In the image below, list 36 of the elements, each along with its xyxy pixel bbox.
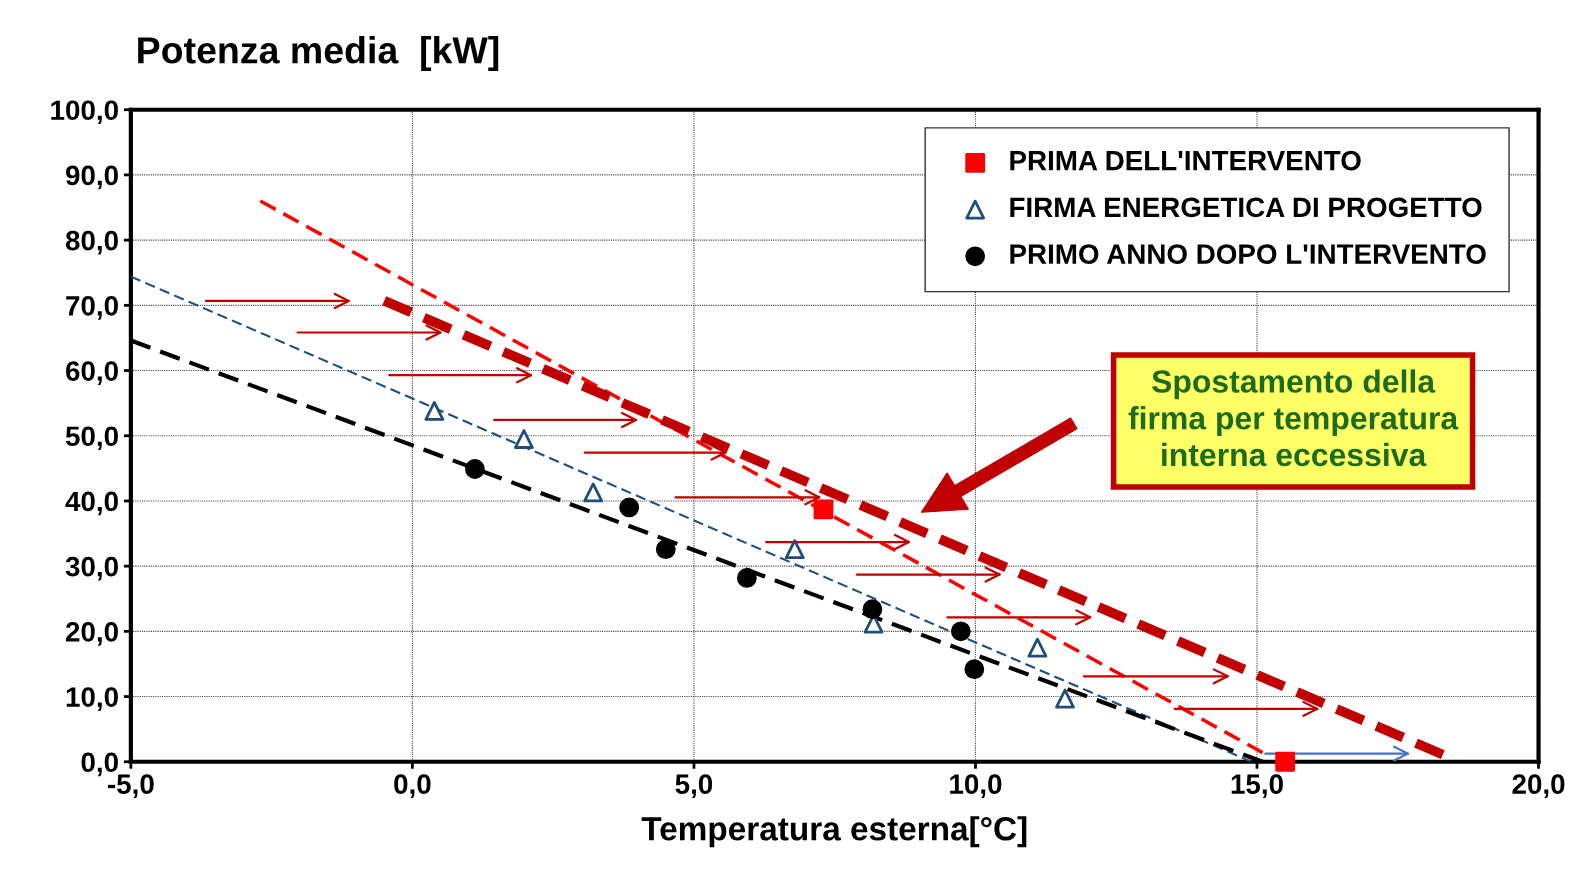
point <box>583 482 604 503</box>
y-tick-label: 10,0 <box>66 687 118 711</box>
legend-label: PRIMA DELL'INTERVENTO <box>1010 150 1361 171</box>
y-tick-label: 20,0 <box>65 622 118 646</box>
y-tick-label: 90,0 <box>65 165 118 190</box>
point <box>514 429 534 449</box>
chart-title: Potenza media [kW] <box>138 36 499 71</box>
point <box>1275 751 1296 772</box>
y-tick-label: 40,0 <box>65 491 118 516</box>
point <box>619 497 640 518</box>
x-tick-label: 10,0 <box>950 774 1002 799</box>
x-tick-label: 5,0 <box>675 774 713 799</box>
legend-label: FIRMA ENERGETICA DI PROGETTO <box>1010 197 1482 218</box>
y-tick-label: 100,0 <box>51 100 118 125</box>
x-tick-label: 0,0 <box>394 774 431 799</box>
y-tick-label: 70,0 <box>66 296 118 320</box>
point <box>736 567 757 588</box>
point <box>964 659 985 680</box>
point <box>1055 688 1075 709</box>
y-tick-label: 60,0 <box>66 361 118 385</box>
point <box>813 499 834 520</box>
point <box>655 539 676 560</box>
x-tick-label: 15,0 <box>1231 774 1283 799</box>
y-tick-label: 80,0 <box>65 230 118 255</box>
y-tick-label: 30,0 <box>65 556 118 581</box>
point <box>1027 637 1048 658</box>
point <box>950 621 971 642</box>
y-tick-label: 50,0 <box>65 426 118 451</box>
point <box>465 459 485 479</box>
point <box>424 401 445 421</box>
annotation: Spostamento della firma per temperatura interna eccessiva <box>1128 369 1459 467</box>
point <box>862 599 883 620</box>
x-tick-label: 20,0 <box>1512 774 1565 799</box>
point <box>784 539 805 560</box>
x-axis-title: Temperatura esterna[°C] <box>641 816 1027 848</box>
legend-label: PRIMO ANNO DOPO L'INTERVENTO <box>1010 244 1486 264</box>
